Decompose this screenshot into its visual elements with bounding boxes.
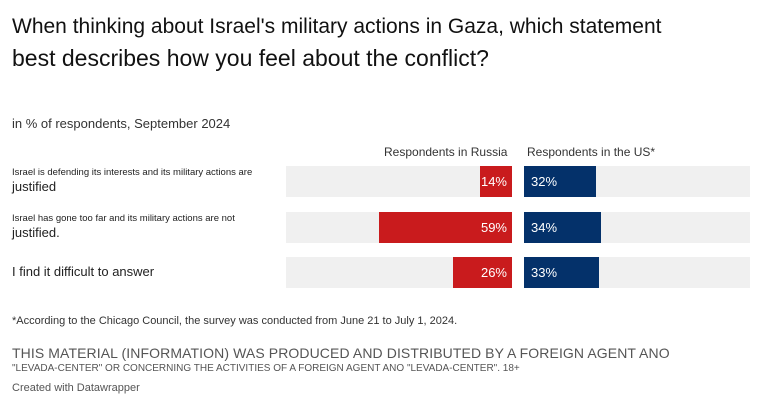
bar-us-value-label: 32%	[531, 174, 558, 189]
row-label-line-2: justified	[12, 179, 57, 194]
row-label: I find it difficult to answer	[12, 264, 280, 280]
bar-russia-value-label: 26%	[480, 265, 507, 280]
bar-us-value-label: 34%	[531, 220, 558, 235]
legal-disclaimer-line-2: "LEVADA-CENTER" OR CONCERNING THE ACTIVI…	[12, 363, 520, 374]
bar-us-value-label: 33%	[531, 265, 558, 280]
survey-footnote: *According to the Chicago Council, the s…	[12, 315, 458, 327]
row-label-line-2: I find it difficult to answer	[12, 264, 155, 279]
column-header-us: Respondents in the US*	[527, 145, 656, 159]
row-label: Israel has gone too far and its military…	[12, 213, 280, 241]
bar-russia-value-label: 14%	[480, 174, 507, 189]
russia-track	[286, 166, 512, 197]
bar-russia: 26%	[453, 257, 512, 288]
legal-disclaimer-line-1: THIS MATERIAL (INFORMATION) WAS PRODUCED…	[12, 345, 670, 361]
chart-title-line-2: best describes how you feel about the co…	[12, 45, 489, 71]
datawrapper-credit: Created with Datawrapper	[12, 382, 140, 394]
bar-us: 34%	[524, 212, 601, 243]
bar-us: 33%	[524, 257, 599, 288]
chart-subtitle: in % of respondents, September 2024	[12, 116, 231, 131]
chart-title-line-1: When thinking about Israel's military ac…	[12, 15, 662, 38]
column-header-russia: Respondents in Russia	[384, 145, 508, 159]
bar-russia-value-label: 59%	[480, 220, 507, 235]
bar-us: 32%	[524, 166, 596, 197]
row-label-line-2: justified.	[12, 225, 60, 240]
bar-russia: 14%	[480, 166, 512, 197]
row-label-line-1: Israel is defending its interests and it…	[12, 167, 253, 178]
row-label-line-1: Israel has gone too far and its military…	[12, 213, 235, 224]
row-label: Israel is defending its interests and it…	[12, 167, 280, 195]
bar-russia: 59%	[379, 212, 512, 243]
